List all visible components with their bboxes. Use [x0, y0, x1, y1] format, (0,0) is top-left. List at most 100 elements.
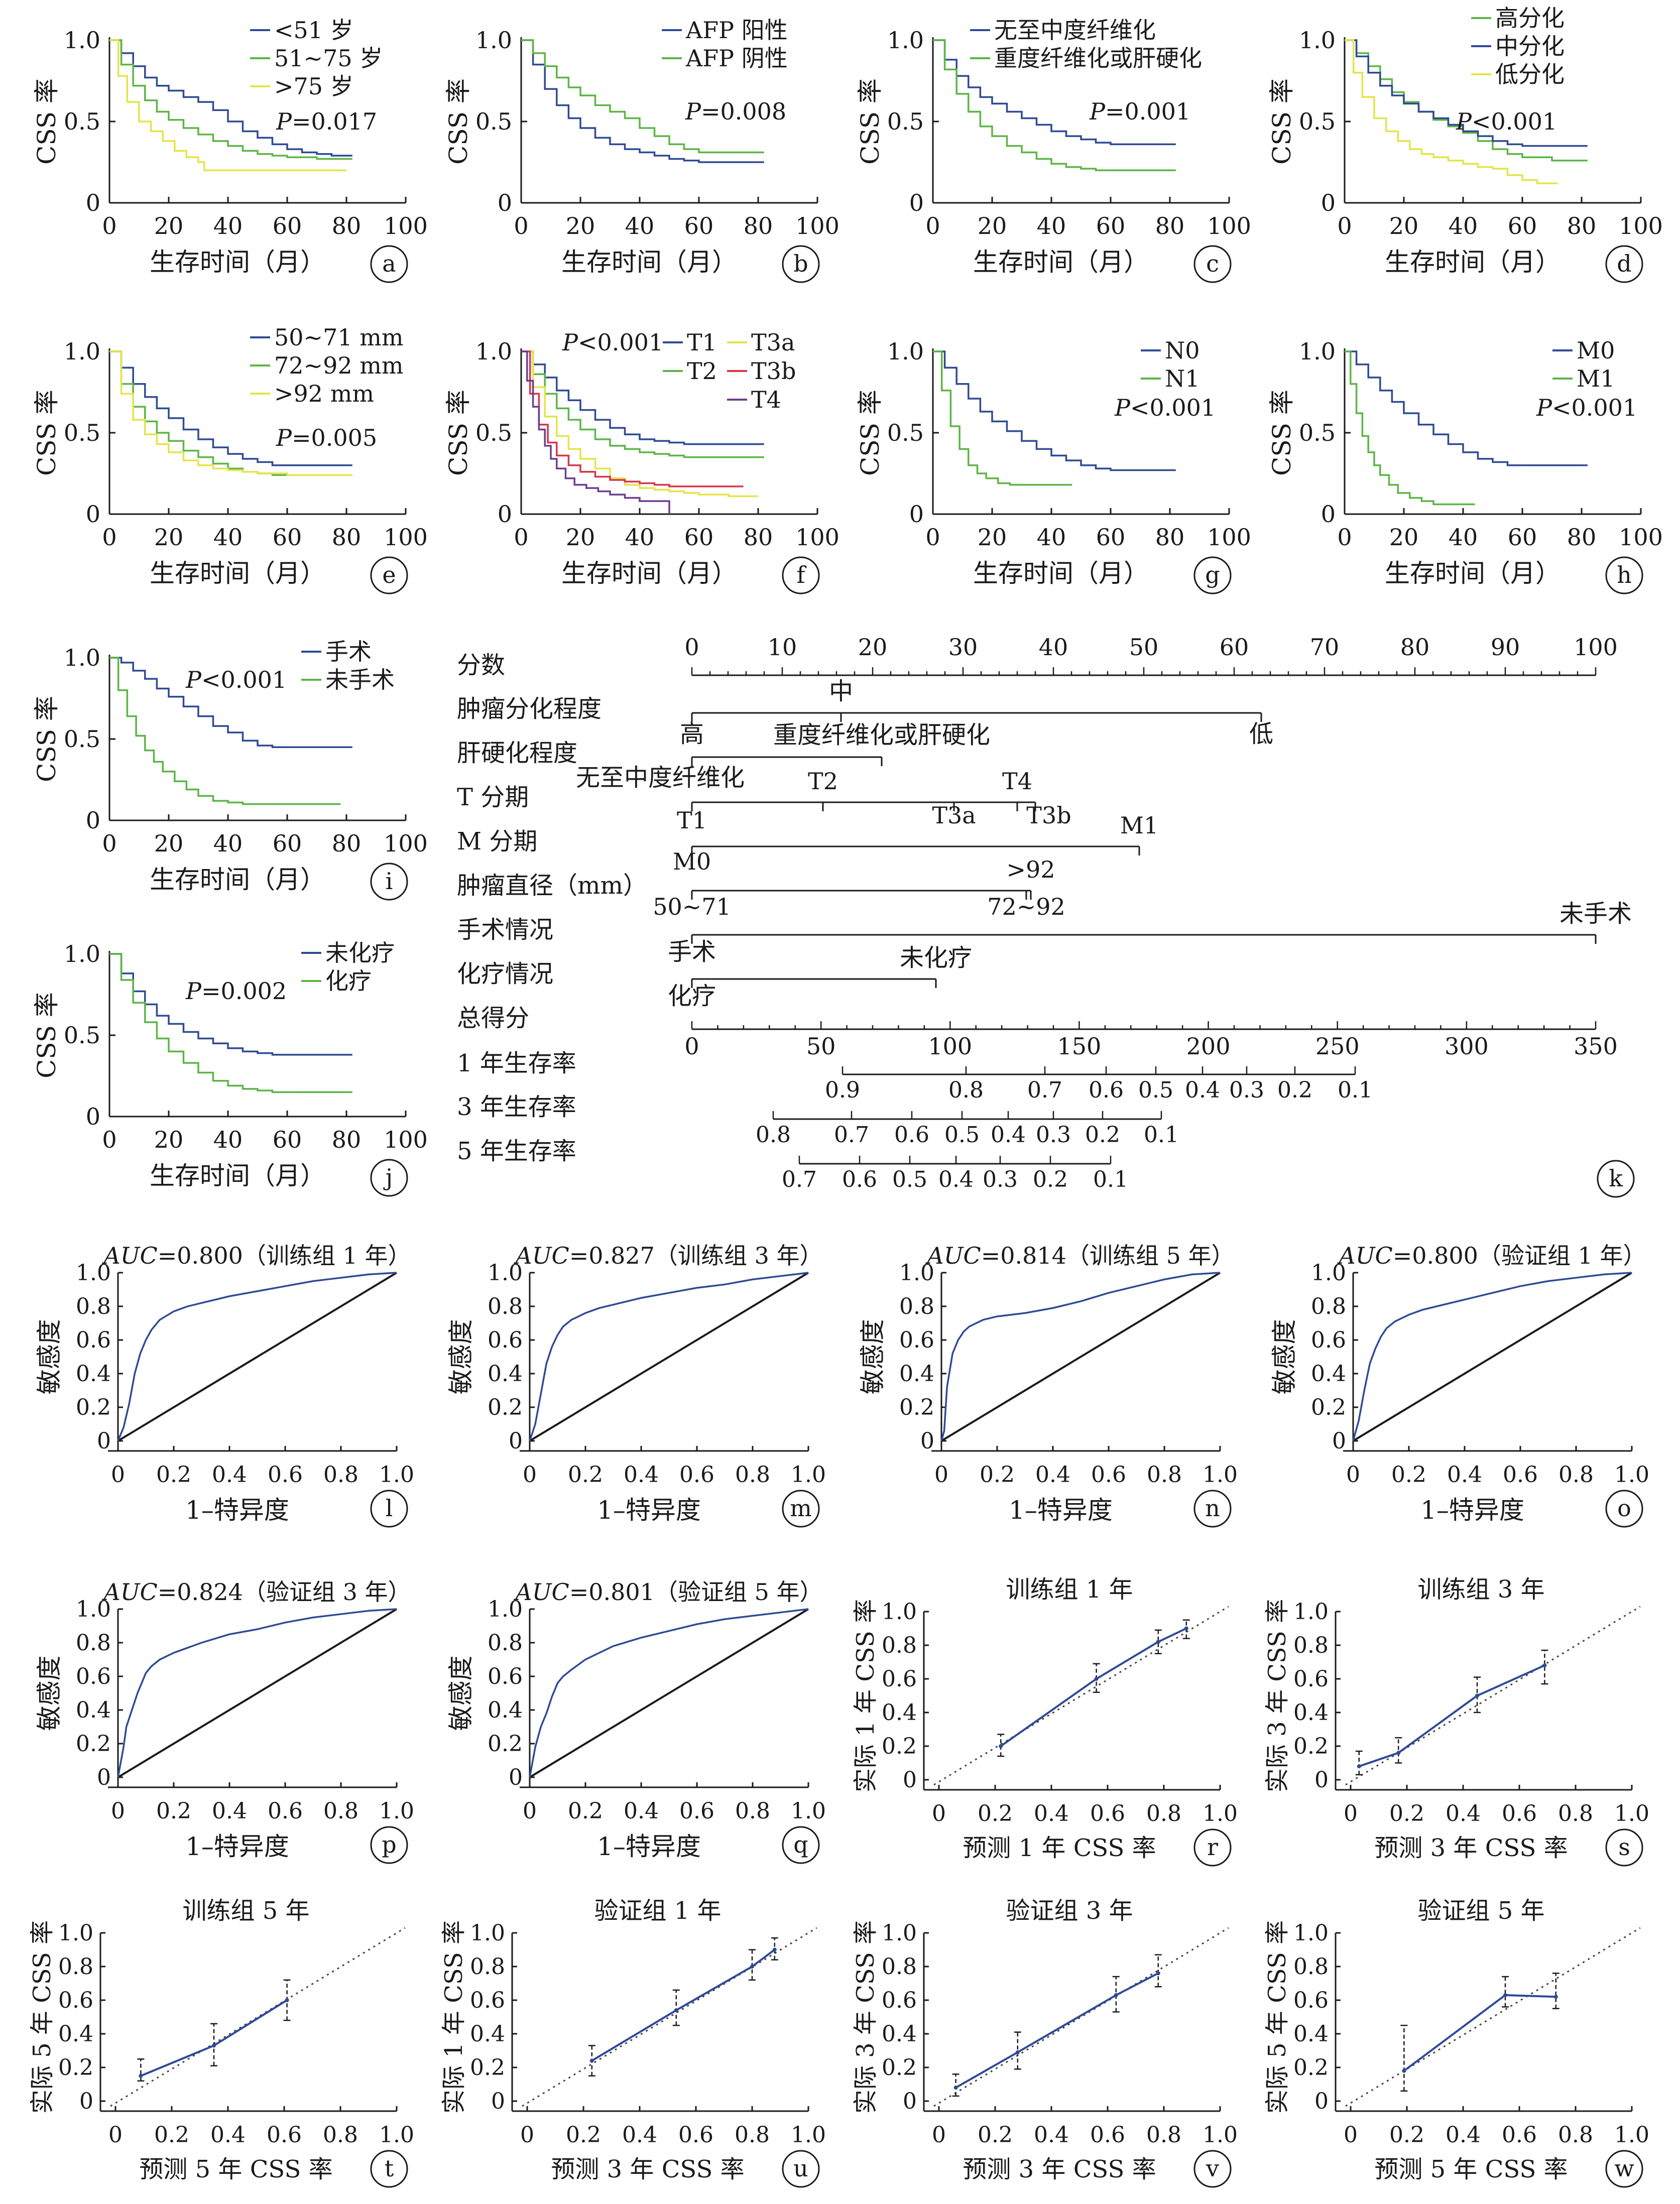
x-tick-label: 0.6	[679, 1462, 714, 1488]
km-curve-AFP 阴性	[521, 39, 764, 154]
y-tick-label: 0	[97, 1765, 111, 1790]
y-tick-label: 0	[1321, 501, 1336, 528]
y-tick-label: 1.0	[1293, 1920, 1329, 1946]
x-tick-label: 0.4	[622, 2122, 657, 2148]
p-value: P=0.017	[276, 108, 377, 135]
nomogram-row-label: 3 年生存率	[457, 1093, 576, 1121]
reference-diagonal	[1352, 1272, 1633, 1442]
total-tick-label: 150	[1057, 1033, 1102, 1060]
km-curve->75 岁	[109, 39, 346, 171]
y-tick-label: 0.5	[64, 108, 100, 135]
x-tick-label: 20	[1389, 524, 1419, 551]
x-axis-label: 生存时间（月）	[973, 559, 1149, 588]
roc-chart-p: 000.20.20.40.40.60.60.80.81.01.0AUC=0.82…	[35, 1578, 414, 1864]
x-tick-label: 0.8	[323, 1798, 358, 1824]
km-curve-T1	[521, 350, 764, 445]
y-tick-label: 0.2	[470, 2055, 505, 2080]
km-curve-AFP 阳性	[521, 39, 764, 163]
reference-diagonal	[529, 1272, 809, 1442]
x-tick-label: 0.2	[566, 2122, 601, 2148]
km-curve-M1	[1345, 350, 1475, 506]
y-axis-label: 实际 1 年 CSS 率	[440, 1920, 468, 2114]
legend-label: M0	[1577, 337, 1615, 364]
y-tick-label: 0.2	[76, 1395, 111, 1420]
calibration-curve	[1403, 1994, 1556, 2072]
y-tick-label: 1.0	[899, 1260, 934, 1286]
x-tick-label: 80	[332, 524, 362, 551]
y-tick-label: 0.4	[488, 1361, 523, 1387]
y-tick-label: 0.6	[488, 1327, 523, 1353]
nomogram-row-label: 化疗情况	[457, 960, 553, 988]
x-axis-label: 预测 3 年 CSS 率	[1374, 1834, 1568, 1862]
x-tick-label: 0	[1337, 524, 1352, 551]
total-tick-label: 0	[684, 1033, 699, 1060]
km-chart-d: 0 20 40 60 80 100 0 0.5 1.0 生存时间（月） CSS 率 高分化中分化低分化…	[1267, 5, 1663, 283]
x-tick-label: 0.2	[978, 2122, 1013, 2148]
panel-letter: o	[1617, 1495, 1631, 1522]
x-tick-label: 20	[978, 524, 1007, 551]
x-tick-label: 0	[108, 2122, 123, 2148]
y-tick-label: 0.8	[470, 1954, 505, 1980]
y-tick-label: 0	[509, 1765, 523, 1790]
x-axis-label: 生存时间（月）	[1385, 248, 1561, 277]
x-axis-label: 1–特异度	[1420, 1496, 1524, 1525]
points-tick-label: 100	[1574, 634, 1618, 661]
ideal-line	[110, 1927, 406, 2107]
x-tick-label: 0.4	[1446, 1801, 1481, 1826]
panel-letter-circle	[1605, 556, 1643, 594]
y-tick-label: 0.2	[1293, 1734, 1329, 1759]
panel-letter-circle	[1605, 2150, 1643, 2188]
nomogram-row-label: T 分期	[457, 783, 529, 811]
calibration-point	[1542, 1663, 1547, 1668]
x-tick-label: 0.4	[624, 1798, 659, 1824]
legend-label: 未手术	[325, 666, 395, 693]
panel-letter: g	[1205, 561, 1220, 588]
km-curve-未化疗	[109, 953, 352, 1056]
y-tick-label: 0	[79, 2089, 93, 2114]
diff-mid: 中	[829, 677, 853, 705]
x-tick-label: 100	[795, 212, 839, 239]
survival-tick-label: 0.2	[1085, 1122, 1120, 1148]
x-tick-label: 0	[932, 1801, 946, 1826]
y-tick-label: 0.4	[1293, 1700, 1329, 1726]
survival-tick-label: 0.3	[1036, 1122, 1071, 1148]
x-tick-label: 100	[384, 830, 428, 857]
y-axis-label: 实际 5 年 CSS 率	[1263, 1920, 1291, 2114]
survival-tick-label: 0.6	[842, 1167, 877, 1192]
x-tick-label: 0	[925, 212, 940, 239]
x-tick-label: 20	[978, 212, 1007, 239]
panel-letter: u	[793, 2155, 808, 2182]
x-tick-label: 0.4	[210, 2122, 246, 2148]
y-tick-label: 0.8	[76, 1294, 111, 1319]
x-tick-label: 40	[1037, 524, 1066, 551]
panel-letter-circle	[1193, 1828, 1232, 1867]
roc-curve	[117, 1272, 397, 1441]
panel-letter: m	[790, 1495, 812, 1522]
panel-letter-circle	[370, 1490, 408, 1528]
y-tick-label: 1.0	[76, 1597, 111, 1622]
x-tick-label: 0.8	[1146, 1801, 1181, 1826]
y-axis-label: CSS 率	[856, 78, 885, 165]
x-tick-label: 0	[934, 1462, 948, 1488]
legend-label: T2	[687, 357, 717, 385]
nomogram-row-label: 肝硬化程度	[457, 739, 577, 767]
x-tick-label: 100	[384, 212, 428, 239]
x-tick-label: 1.0	[1203, 2122, 1238, 2148]
x-tick-label: 60	[1096, 524, 1126, 551]
y-tick-label: 0.6	[1311, 1327, 1346, 1353]
chart-title: AUC=0.800（验证组 1 年）	[1337, 1242, 1646, 1269]
x-tick-label: 1.0	[1203, 1801, 1238, 1826]
survival-tick-label: 0.3	[983, 1167, 1018, 1192]
km-curve-<51 岁	[109, 39, 352, 157]
calibration-point	[139, 2073, 143, 2078]
x-tick-label: 60	[273, 212, 302, 239]
x-axis-label: 预测 3 年 CSS 率	[963, 2155, 1156, 2183]
y-tick-label: 1.0	[76, 1260, 111, 1286]
x-tick-label: 0	[520, 2122, 534, 2148]
y-tick-label: 1.0	[475, 27, 512, 54]
p-value: P<0.001	[1114, 394, 1216, 421]
x-tick-label: 0	[102, 1126, 116, 1153]
y-tick-label: 0.2	[76, 1731, 111, 1757]
panel-letter-circle	[1193, 556, 1232, 594]
